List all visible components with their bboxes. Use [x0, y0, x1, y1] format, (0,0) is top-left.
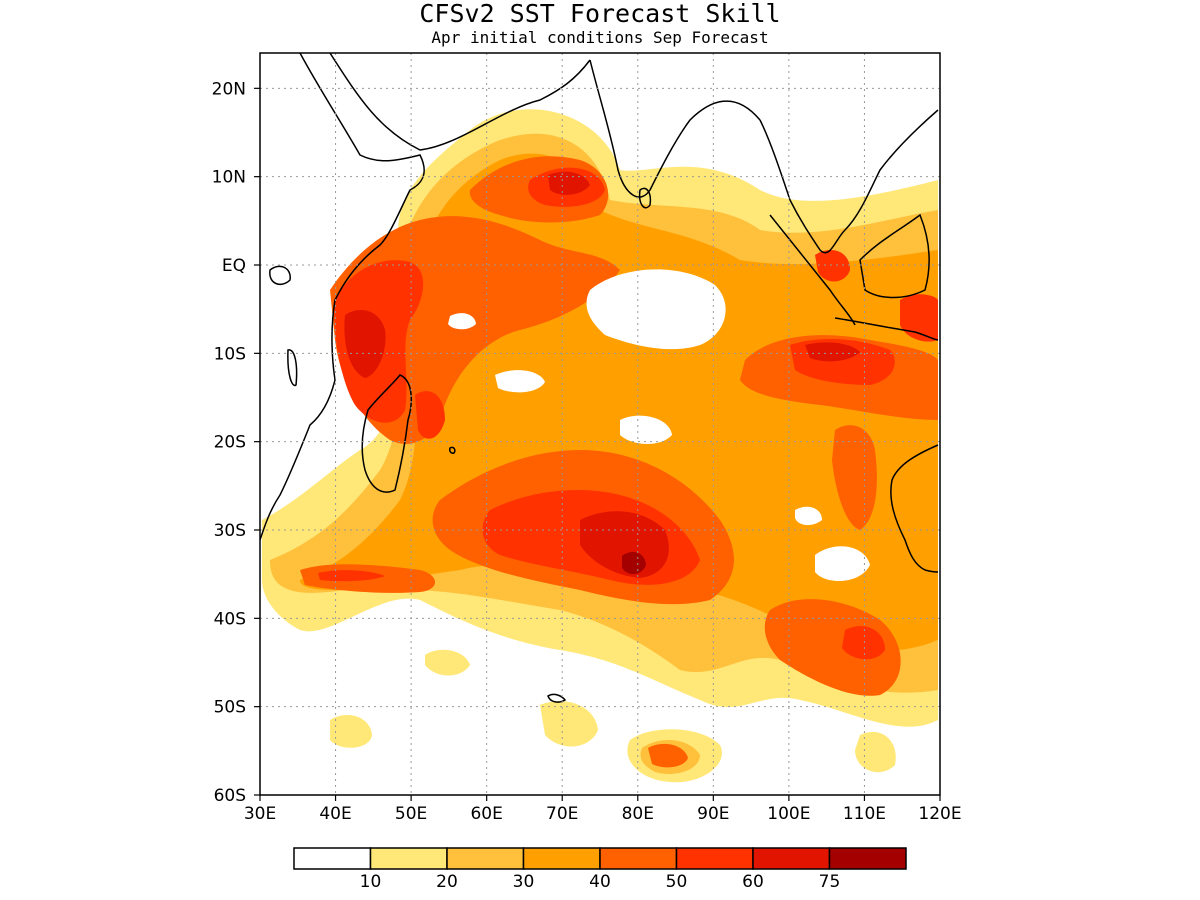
colorbar-label: 20	[436, 872, 458, 892]
colorbar-label: 30	[513, 872, 535, 892]
coastline-srilanka	[638, 187, 652, 209]
coastline-kerguelen	[547, 693, 567, 703]
skill-region	[815, 546, 870, 582]
skill-region	[318, 570, 385, 582]
coastline-mauritius	[449, 446, 456, 454]
colorbar-swatch	[752, 847, 831, 870]
skill-region	[540, 701, 598, 747]
x-tick-label: 50E	[395, 804, 427, 824]
skill-field	[260, 53, 940, 795]
x-tick-label: 80E	[622, 804, 654, 824]
coastline-java	[834, 317, 939, 341]
colorbar: 10 20 30 40 50 60 75	[293, 847, 907, 892]
skill-region	[330, 715, 372, 748]
skill-region	[900, 294, 938, 342]
colorbar-swatch	[369, 847, 448, 870]
skill-region	[448, 313, 476, 330]
y-tick-label: 50S	[214, 698, 246, 718]
chart-title: CFSv2 SST Forecast Skill	[419, 0, 781, 28]
skill-region	[495, 370, 545, 393]
coastline-sumatra	[769, 214, 856, 326]
gridlines	[260, 53, 940, 795]
colorbar-label: 50	[666, 872, 688, 892]
skill-region	[648, 743, 688, 768]
skill-region	[586, 269, 726, 350]
skill-region	[842, 626, 885, 660]
x-tick-label: 90E	[697, 804, 729, 824]
skill-region	[415, 391, 445, 439]
colorbar-label: 10	[360, 872, 382, 892]
y-tick-label: 20S	[214, 433, 246, 453]
colorbar-swatch	[293, 847, 372, 870]
coastline-africa-arabia	[260, 53, 425, 541]
colorbar-swatch	[599, 847, 678, 870]
chart-subtitle: Apr initial conditions Sep Forecast	[431, 28, 769, 47]
x-tick-label: 60E	[470, 804, 502, 824]
colorbar-swatch	[446, 847, 525, 870]
y-axis: 20N 10N EQ 10S 20S 30S 40S 50S 60S	[212, 79, 260, 806]
skill-region	[805, 342, 860, 362]
skill-region	[580, 511, 669, 578]
y-tick-label: EQ	[222, 256, 246, 276]
colorbar-label: 75	[819, 872, 841, 892]
skill-region	[622, 551, 646, 575]
colorbar-label: 40	[589, 872, 611, 892]
colorbar-label: 60	[742, 872, 764, 892]
skill-region	[425, 649, 470, 676]
colorbar-swatch	[675, 847, 754, 870]
y-tick-label: 40S	[214, 609, 246, 629]
skill-region	[832, 425, 877, 530]
y-tick-label: 60S	[214, 786, 246, 806]
skill-region	[344, 310, 386, 378]
colorbar-swatch	[828, 847, 907, 870]
y-tick-label: 20N	[212, 79, 246, 99]
x-tick-label: 30E	[244, 804, 276, 824]
x-tick-label: 110E	[843, 804, 886, 824]
coastlines	[260, 53, 939, 703]
x-tick-label: 70E	[546, 804, 578, 824]
coastline-madagascar	[361, 374, 413, 493]
skill-region	[815, 250, 850, 282]
x-tick-label: 120E	[918, 804, 961, 824]
y-tick-label: 10N	[212, 168, 246, 188]
y-tick-label: 10S	[214, 344, 246, 364]
skill-region	[620, 415, 672, 445]
coastline-india	[589, 59, 761, 198]
skill-region	[855, 731, 896, 773]
x-axis: 30E 40E 50E 60E 70E 80E 90E 100E 110E 120E	[244, 795, 962, 824]
skill-region	[548, 171, 590, 195]
coastline-borneo	[859, 213, 930, 299]
coastline-australia	[890, 444, 939, 573]
y-tick-label: 30S	[214, 521, 246, 541]
coastline-arabia	[329, 53, 591, 151]
map-frame	[259, 52, 941, 796]
coastline-se-asia	[759, 109, 939, 254]
colorbar-swatch	[522, 847, 601, 870]
x-tick-label: 100E	[767, 804, 810, 824]
x-tick-label: 40E	[319, 804, 351, 824]
coastline-island	[287, 349, 298, 387]
skill-region	[764, 599, 901, 696]
coastline-island	[269, 265, 291, 286]
skill-region	[795, 506, 822, 526]
